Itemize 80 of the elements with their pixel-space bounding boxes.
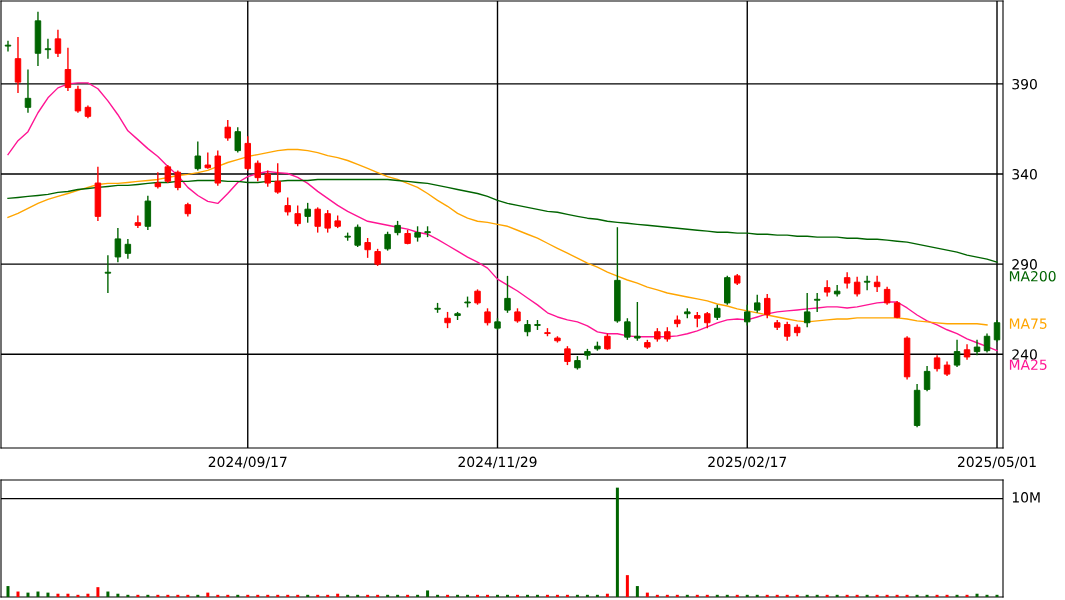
candlestick xyxy=(873,275,881,293)
bar xyxy=(625,575,629,597)
candlestick xyxy=(104,254,112,294)
y-tick-label: 390 xyxy=(1012,78,1037,90)
bar xyxy=(106,591,110,597)
candlestick xyxy=(44,38,52,60)
candlestick xyxy=(993,319,1001,343)
x-tick-label: 2025/05/01 xyxy=(958,456,1036,469)
candlestick xyxy=(194,140,202,172)
y-tick-label: 290 xyxy=(1012,259,1037,270)
bar xyxy=(615,487,619,597)
bar xyxy=(36,591,40,597)
candlestick xyxy=(803,292,811,328)
series-label: MA200 xyxy=(1009,270,1056,282)
candlestick xyxy=(783,321,791,342)
candlestick xyxy=(634,301,641,342)
ref-line-label: 10M xyxy=(1012,492,1040,503)
bar xyxy=(56,593,60,597)
candlestick xyxy=(234,126,241,154)
candlestick xyxy=(863,275,871,291)
candlestick xyxy=(324,209,331,234)
line-series xyxy=(7,148,988,326)
bar xyxy=(86,593,90,597)
candlestick xyxy=(384,231,391,252)
candlestick xyxy=(953,339,961,368)
bar xyxy=(645,592,649,597)
bar xyxy=(46,592,50,597)
candlestick xyxy=(364,237,371,259)
bar xyxy=(605,593,609,597)
candlestick xyxy=(314,206,321,234)
candlestick xyxy=(174,169,182,191)
candlestick xyxy=(624,317,631,341)
candlestick xyxy=(304,202,311,224)
series-label: MA25 xyxy=(1009,359,1047,370)
candlestick xyxy=(154,171,162,190)
series-label: MA75 xyxy=(1009,318,1047,329)
candlestick xyxy=(504,275,511,314)
bar xyxy=(16,591,20,597)
bar xyxy=(66,593,70,597)
candlestick xyxy=(14,36,22,94)
bar xyxy=(336,593,340,597)
candlestick xyxy=(813,292,821,313)
candlestick xyxy=(764,293,771,319)
bar xyxy=(206,592,210,597)
candlestick xyxy=(823,279,831,298)
bar xyxy=(975,593,979,597)
bar xyxy=(426,590,430,597)
candlestick xyxy=(354,223,361,248)
candlestick xyxy=(754,294,761,314)
candlestick xyxy=(64,47,72,92)
bar xyxy=(116,593,120,597)
x-tick-label: 2024/11/29 xyxy=(458,456,537,469)
candlestick xyxy=(274,162,281,195)
bar xyxy=(635,586,639,597)
candlestick xyxy=(24,68,32,114)
y-tick-label: 240 xyxy=(1012,349,1037,360)
candlestick xyxy=(564,345,571,366)
bar xyxy=(26,592,30,597)
x-tick-label: 2024/09/17 xyxy=(208,456,287,469)
x-tick-label: 2025/02/17 xyxy=(708,456,787,469)
candlestick xyxy=(883,285,891,306)
bar xyxy=(6,586,10,597)
candlestick xyxy=(74,85,82,114)
candlestick xyxy=(224,119,232,142)
y-tick-label: 340 xyxy=(1012,169,1037,180)
candlestick xyxy=(114,227,122,264)
candlestick xyxy=(124,238,132,260)
candlestick xyxy=(983,332,991,354)
candlestick xyxy=(254,159,261,182)
candlestick xyxy=(54,29,62,58)
candlestick xyxy=(134,214,142,229)
candlestick xyxy=(744,304,751,327)
candlestick xyxy=(923,365,931,392)
candlestick xyxy=(164,164,172,184)
candlestick xyxy=(4,39,12,53)
candlestick xyxy=(833,284,841,298)
candlestick xyxy=(294,204,301,227)
candlestick xyxy=(284,196,291,217)
candlestick xyxy=(853,276,861,298)
bar xyxy=(96,587,100,597)
